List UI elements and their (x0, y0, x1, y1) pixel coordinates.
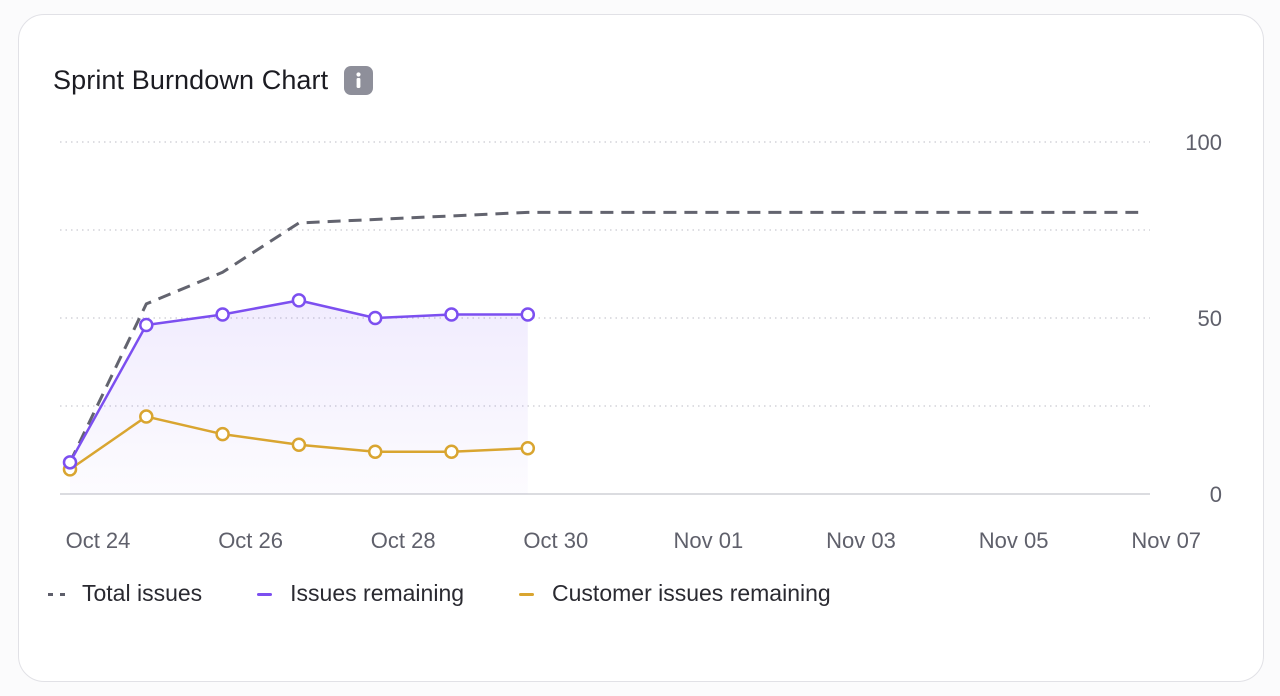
x-tick-label: Oct 30 (523, 528, 588, 553)
legend-label-total-issues: Total issues (82, 580, 203, 606)
legend-swatch-issues-remaining (254, 585, 276, 603)
legend-item-issues-remaining[interactable]: Issues remaining (254, 580, 464, 607)
data-point-issues-remaining[interactable] (444, 307, 459, 322)
card-header: Sprint Burndown Chart (53, 63, 374, 97)
data-point-customer-issues-remaining[interactable] (139, 409, 154, 424)
chart-title: Sprint Burndown Chart (53, 64, 329, 95)
data-point-issues-remaining[interactable] (520, 307, 536, 322)
data-point-customer-issues-remaining[interactable] (520, 440, 536, 456)
x-tick-label: Nov 05 (979, 528, 1049, 553)
y-tick-label: 0 (1210, 482, 1222, 507)
data-point-customer-issues-remaining[interactable] (291, 437, 307, 452)
info-icon[interactable] (344, 65, 374, 95)
series-line-total-issues (68, 210, 1139, 463)
data-point-issues-remaining[interactable] (62, 455, 78, 470)
x-tick-label: Oct 24 (66, 528, 131, 553)
y-tick-label: 50 (1198, 306, 1222, 331)
legend-item-total-issues[interactable]: Total issues (46, 580, 202, 607)
x-tick-label: Nov 07 (1131, 528, 1201, 553)
data-point-issues-remaining[interactable] (291, 293, 307, 308)
issues-remaining-area (70, 300, 528, 494)
legend-swatch-customer-issues-remaining (516, 585, 538, 603)
data-point-customer-issues-remaining[interactable] (215, 426, 230, 442)
data-point-customer-issues-remaining[interactable] (367, 444, 383, 460)
x-tick-label: Oct 26 (218, 528, 283, 553)
x-tick-label: Oct 28 (371, 528, 436, 553)
data-point-issues-remaining[interactable] (139, 317, 154, 333)
x-tick-label: Nov 03 (826, 528, 896, 553)
legend-item-customer-issues-remaining[interactable]: Customer issues remaining (516, 580, 831, 607)
legend-label-issues-remaining: Issues remaining (290, 580, 465, 606)
data-point-customer-issues-remaining[interactable] (444, 444, 459, 460)
chart-legend: Total issues Issues remaining Customer i… (46, 580, 883, 607)
data-point-issues-remaining[interactable] (215, 307, 230, 322)
x-tick-label: Nov 01 (674, 528, 744, 553)
legend-swatch-total-issues (46, 585, 68, 603)
data-point-issues-remaining[interactable] (367, 310, 383, 326)
y-tick-label: 100 (1185, 130, 1222, 155)
legend-label-customer-issues-remaining: Customer issues remaining (552, 580, 831, 606)
